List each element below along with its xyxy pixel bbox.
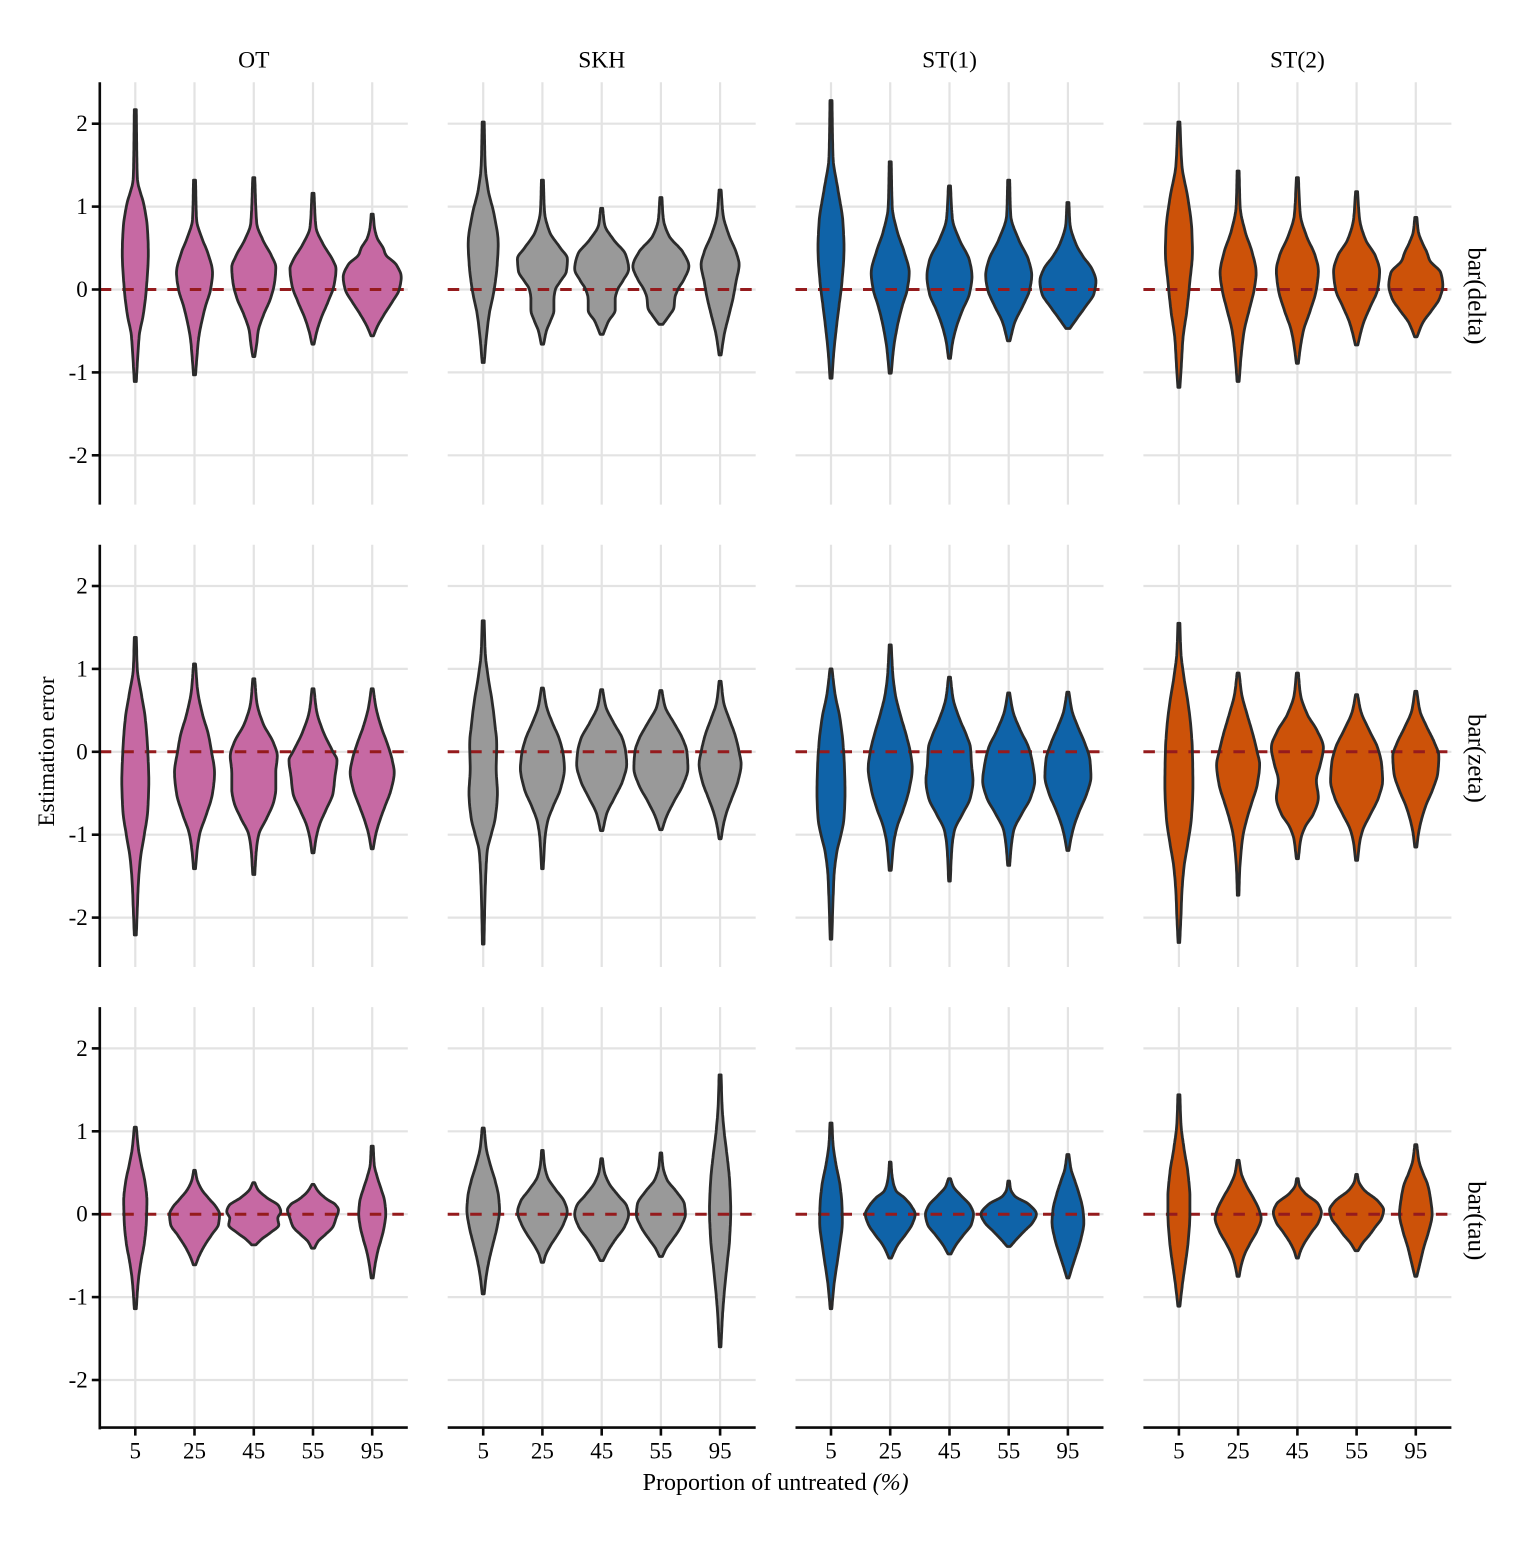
svg-text:-2: -2: [69, 1368, 88, 1393]
svg-text:55: 55: [302, 1439, 325, 1464]
svg-text:-1: -1: [69, 360, 88, 385]
svg-text:0: 0: [76, 739, 88, 764]
svg-text:0: 0: [76, 277, 88, 302]
svg-text:5: 5: [1173, 1439, 1185, 1464]
svg-text:5: 5: [477, 1439, 489, 1464]
svg-text:-2: -2: [69, 905, 88, 930]
svg-text:45: 45: [1286, 1439, 1309, 1464]
svg-text:2: 2: [76, 574, 88, 599]
svg-text:1: 1: [76, 1119, 88, 1144]
svg-text:95: 95: [709, 1439, 732, 1464]
svg-text:25: 25: [879, 1439, 902, 1464]
svg-text:bar(tau): bar(tau): [1463, 1181, 1490, 1260]
svg-text:ST(2): ST(2): [1270, 48, 1325, 74]
svg-text:1: 1: [76, 194, 88, 219]
svg-text:0: 0: [76, 1202, 88, 1227]
svg-text:-2: -2: [69, 443, 88, 468]
svg-text:55: 55: [649, 1439, 672, 1464]
svg-text:5: 5: [130, 1439, 142, 1464]
svg-text:Proportion of untreated (%): Proportion of untreated (%): [643, 1470, 909, 1496]
svg-text:45: 45: [590, 1439, 613, 1464]
svg-text:2: 2: [76, 111, 88, 136]
svg-text:bar(delta): bar(delta): [1463, 247, 1490, 344]
svg-text:Estimation error: Estimation error: [34, 676, 59, 826]
svg-text:45: 45: [938, 1439, 961, 1464]
svg-text:45: 45: [242, 1439, 265, 1464]
svg-text:95: 95: [1404, 1439, 1427, 1464]
svg-text:95: 95: [1056, 1439, 1079, 1464]
svg-text:1: 1: [76, 656, 88, 681]
svg-text:55: 55: [1345, 1439, 1368, 1464]
svg-text:OT: OT: [238, 48, 269, 74]
svg-text:ST(1): ST(1): [922, 48, 977, 74]
svg-text:25: 25: [1227, 1439, 1250, 1464]
svg-text:SKH: SKH: [578, 48, 625, 74]
svg-text:95: 95: [361, 1439, 384, 1464]
svg-text:25: 25: [531, 1439, 554, 1464]
svg-text:-1: -1: [69, 822, 88, 847]
svg-text:2: 2: [76, 1036, 88, 1061]
svg-text:-1: -1: [69, 1285, 88, 1310]
svg-text:25: 25: [183, 1439, 206, 1464]
svg-text:bar(zeta): bar(zeta): [1463, 714, 1490, 803]
svg-text:55: 55: [997, 1439, 1020, 1464]
svg-text:5: 5: [825, 1439, 837, 1464]
